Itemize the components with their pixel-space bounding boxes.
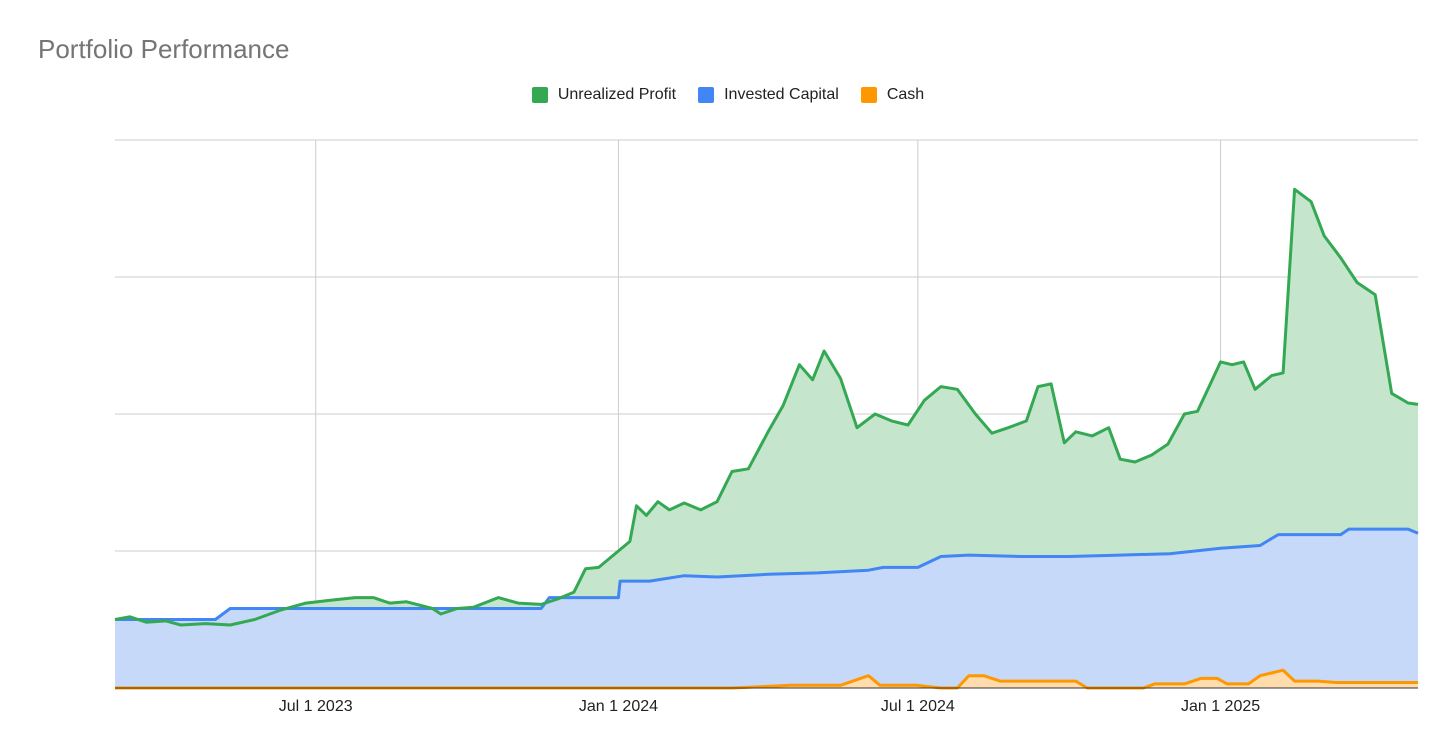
x-tick-label: Jul 1 2024 [881, 698, 955, 715]
legend-swatch-cash [860, 87, 877, 103]
legend-item-unrealized-profit[interactable]: Unrealized Profit [531, 86, 677, 104]
chart-title: Portfolio Performance [38, 34, 290, 64]
x-axis-ticks: Jul 1 2023 Jan 1 2024 Jul 1 2024 Jan 1 2025 [279, 698, 1260, 715]
x-tick-label: Jan 1 2025 [1181, 698, 1260, 715]
legend-label-invested-capital: Invested Capital [724, 86, 839, 103]
legend-item-cash[interactable]: Cash [860, 86, 925, 104]
legend-label-cash: Cash [886, 86, 925, 103]
legend-swatch-unrealized-profit [531, 87, 548, 103]
legend: Unrealized Profit Invested Capital Cash [0, 86, 1456, 104]
area-invested-capital [115, 529, 1418, 688]
line-unrealized-profit [114, 187, 1419, 627]
legend-label-unrealized-profit: Unrealized Profit [557, 86, 677, 103]
x-tick-label: Jan 1 2024 [579, 698, 658, 715]
line-layer [114, 187, 1419, 690]
x-tick-label: Jul 1 2023 [279, 698, 353, 715]
area-layer [115, 189, 1418, 689]
area-cash [115, 670, 1418, 688]
legend-swatch-invested-capital [698, 87, 715, 103]
legend-item-invested-capital[interactable]: Invested Capital [698, 86, 839, 104]
line-invested-capital [115, 527, 1419, 621]
